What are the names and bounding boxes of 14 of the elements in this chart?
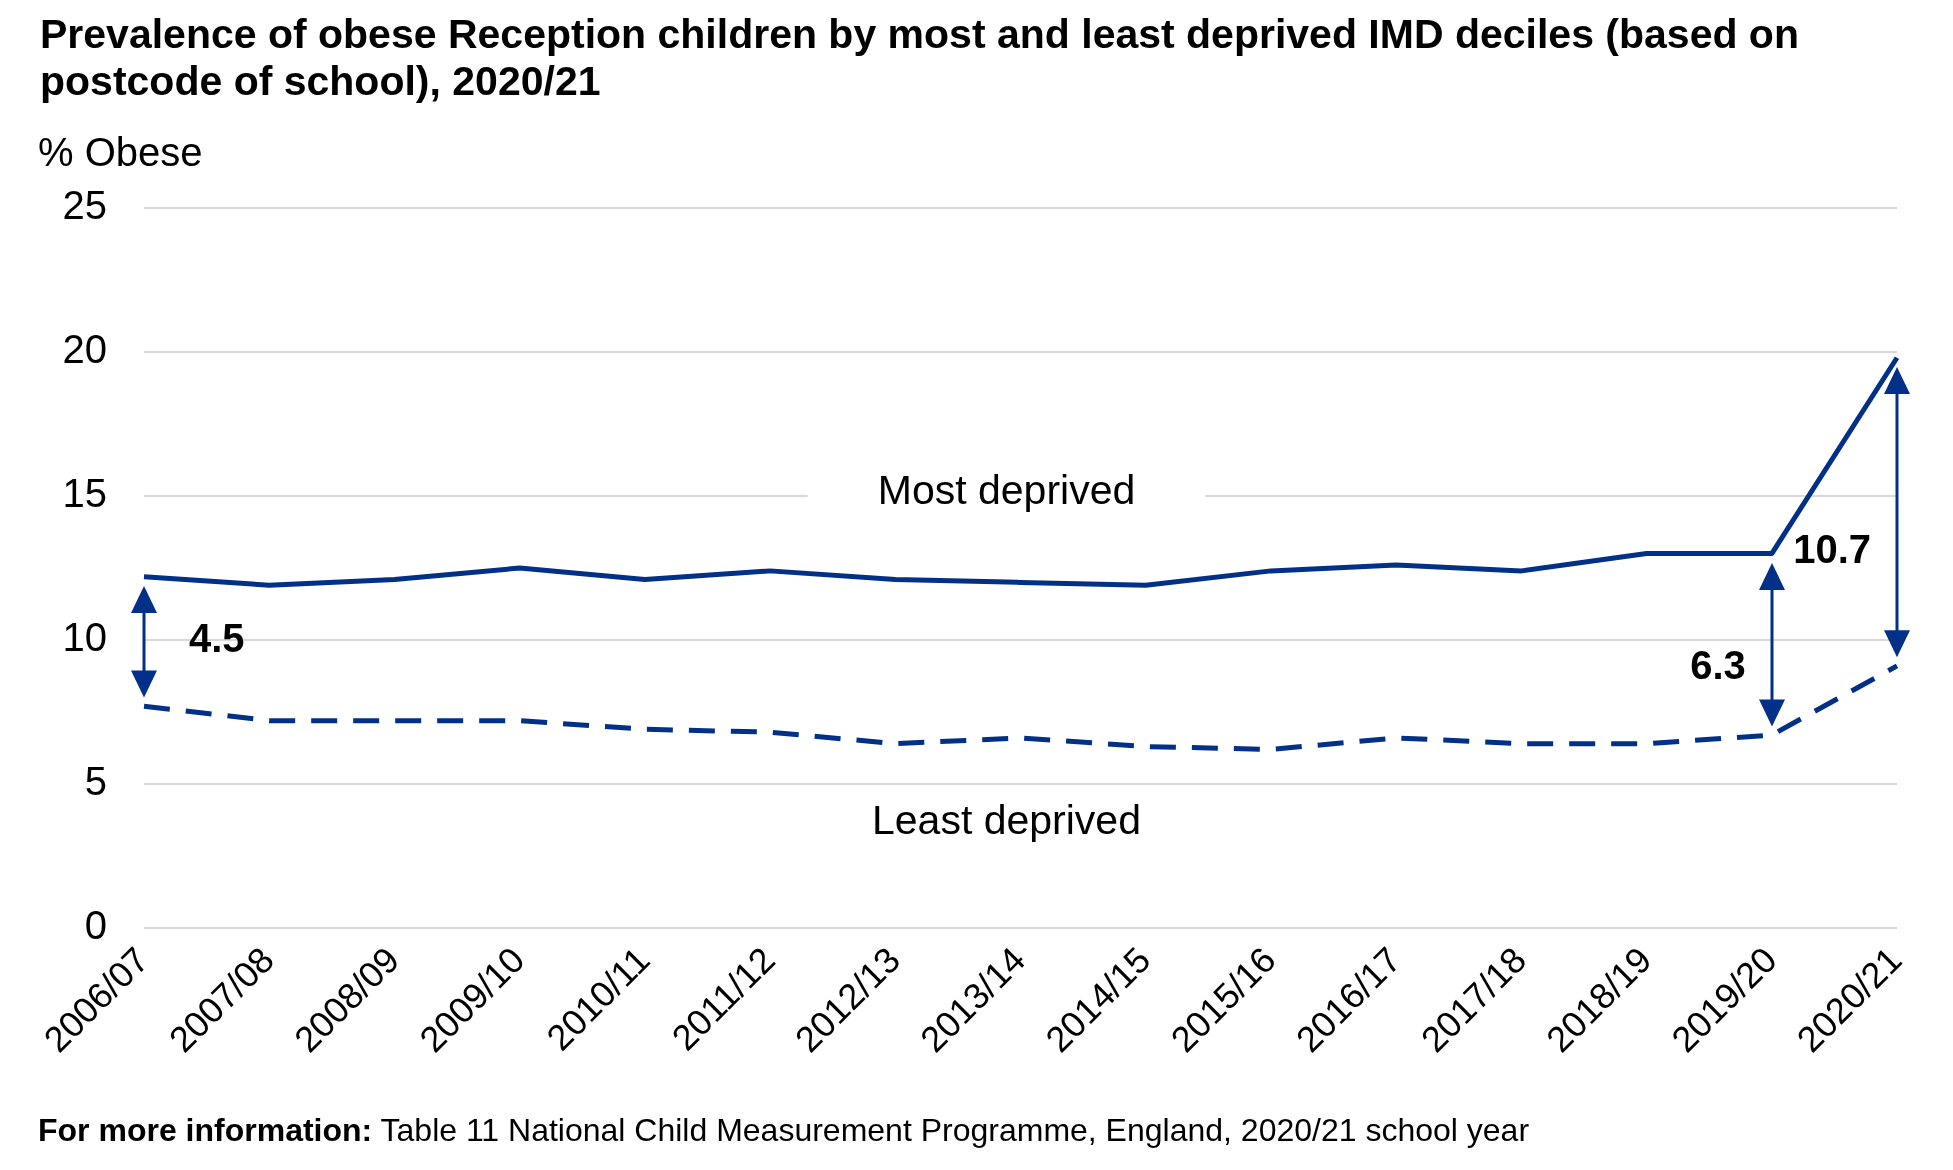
y-tick-label: 15 bbox=[62, 471, 107, 516]
y-tick-label: 10 bbox=[62, 615, 107, 660]
y-tick-label: 0 bbox=[84, 903, 107, 948]
annotation: 6.3 bbox=[1690, 642, 1746, 687]
series-label: Least deprived bbox=[872, 797, 1141, 844]
y-tick-label: 5 bbox=[84, 759, 107, 804]
series-label: Most deprived bbox=[877, 466, 1136, 513]
text: For more information: Table 11 National Child Measurement Programme, England, 2020/21 school year bbox=[38, 1111, 1530, 1150]
y-tick-label: 25 bbox=[62, 183, 107, 228]
y-axis-title: % Obese bbox=[38, 129, 203, 176]
annotation: 4.5 bbox=[189, 616, 245, 661]
chart-title: Prevalence of obese Reception children by most and least deprived IMD deciles (based on postcode of school), 2020/21 bbox=[40, 11, 1800, 105]
annotation: 10.7 bbox=[1793, 526, 1871, 571]
y-tick-label: 20 bbox=[62, 327, 107, 372]
